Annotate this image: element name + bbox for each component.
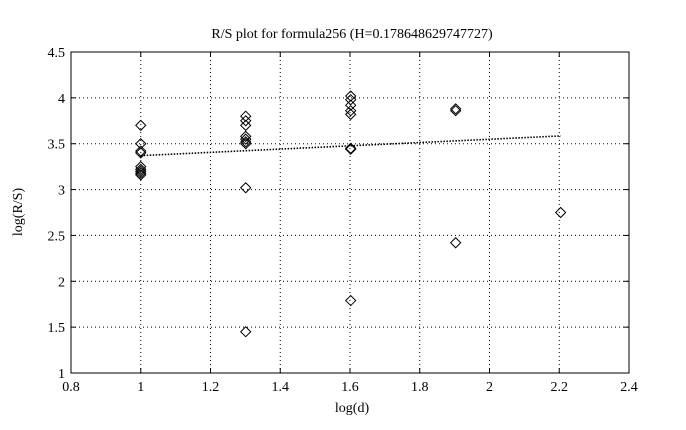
x-tick-label: 2.4 [620,380,638,395]
x-tick-label: 1.8 [411,380,429,395]
fit-line-path [140,135,561,157]
data-point-diamond [135,163,147,176]
y-tick-label: 1 [58,367,65,382]
data-point-diamond [449,104,462,117]
data-point-diamond [240,110,252,122]
data-points [135,90,567,338]
y-tick-label: 2 [58,275,65,290]
data-point-diamond [449,103,462,115]
data-point-diamond [240,136,252,148]
axis-ticks [70,51,630,374]
data-point-diamond [344,99,357,111]
data-point-diamond [554,206,567,219]
data-point-diamond [344,108,357,121]
data-point-diamond [135,147,147,159]
data-point-diamond [135,119,147,132]
x-tick-label: 2.2 [551,380,569,395]
y-tick-label: 3 [58,184,65,199]
x-tick-label: 1.2 [202,380,220,395]
data-point-diamond [135,165,147,177]
data-point-diamond [240,130,252,143]
data-point-diamond [240,119,252,132]
data-point-diamond [240,182,252,194]
data-point-diamond [135,169,147,181]
data-point-diamond [449,237,462,249]
y-tick-label: 1.5 [48,321,66,336]
data-point-diamond [135,167,147,179]
x-tick-label: 0.8 [62,380,80,395]
data-point-diamond [135,145,147,157]
data-point-diamond [344,93,357,106]
x-axis-label: log(d) [335,401,370,416]
data-point-diamond [135,138,147,150]
y-tick-labels: 1 1.5 2 2.5 3 3.5 4 4.5 [48,46,66,382]
data-point-diamond [344,90,357,102]
data-point-diamond [344,104,357,117]
x-tick-label: 2 [486,380,493,395]
data-point-diamond [240,133,252,145]
y-tick-label: 3.5 [48,138,66,153]
data-point-diamond [240,115,252,127]
x-tick-label: 1 [137,380,144,395]
data-point-diamond [240,138,252,150]
data-point-diamond [344,142,357,155]
fit-line [140,135,561,157]
grid [71,52,629,373]
x-tick-labels: 0.8 1 1.2 1.4 1.6 1.8 2 2.2 2.4 [62,380,638,395]
data-point-diamond [135,160,147,173]
y-tick-label: 2.5 [48,229,66,244]
x-tick-label: 1.6 [341,380,359,395]
y-tick-label: 4.5 [48,46,66,61]
data-point-diamond [344,143,357,155]
chart-title: R/S plot for formula256 (H=0.17864862974… [211,27,493,42]
y-tick-label: 4 [58,92,65,107]
data-point-diamond [344,294,357,307]
data-point-diamond [240,326,252,338]
y-axis-label: log(R/S) [11,188,26,237]
x-tick-label: 1.4 [272,380,290,395]
